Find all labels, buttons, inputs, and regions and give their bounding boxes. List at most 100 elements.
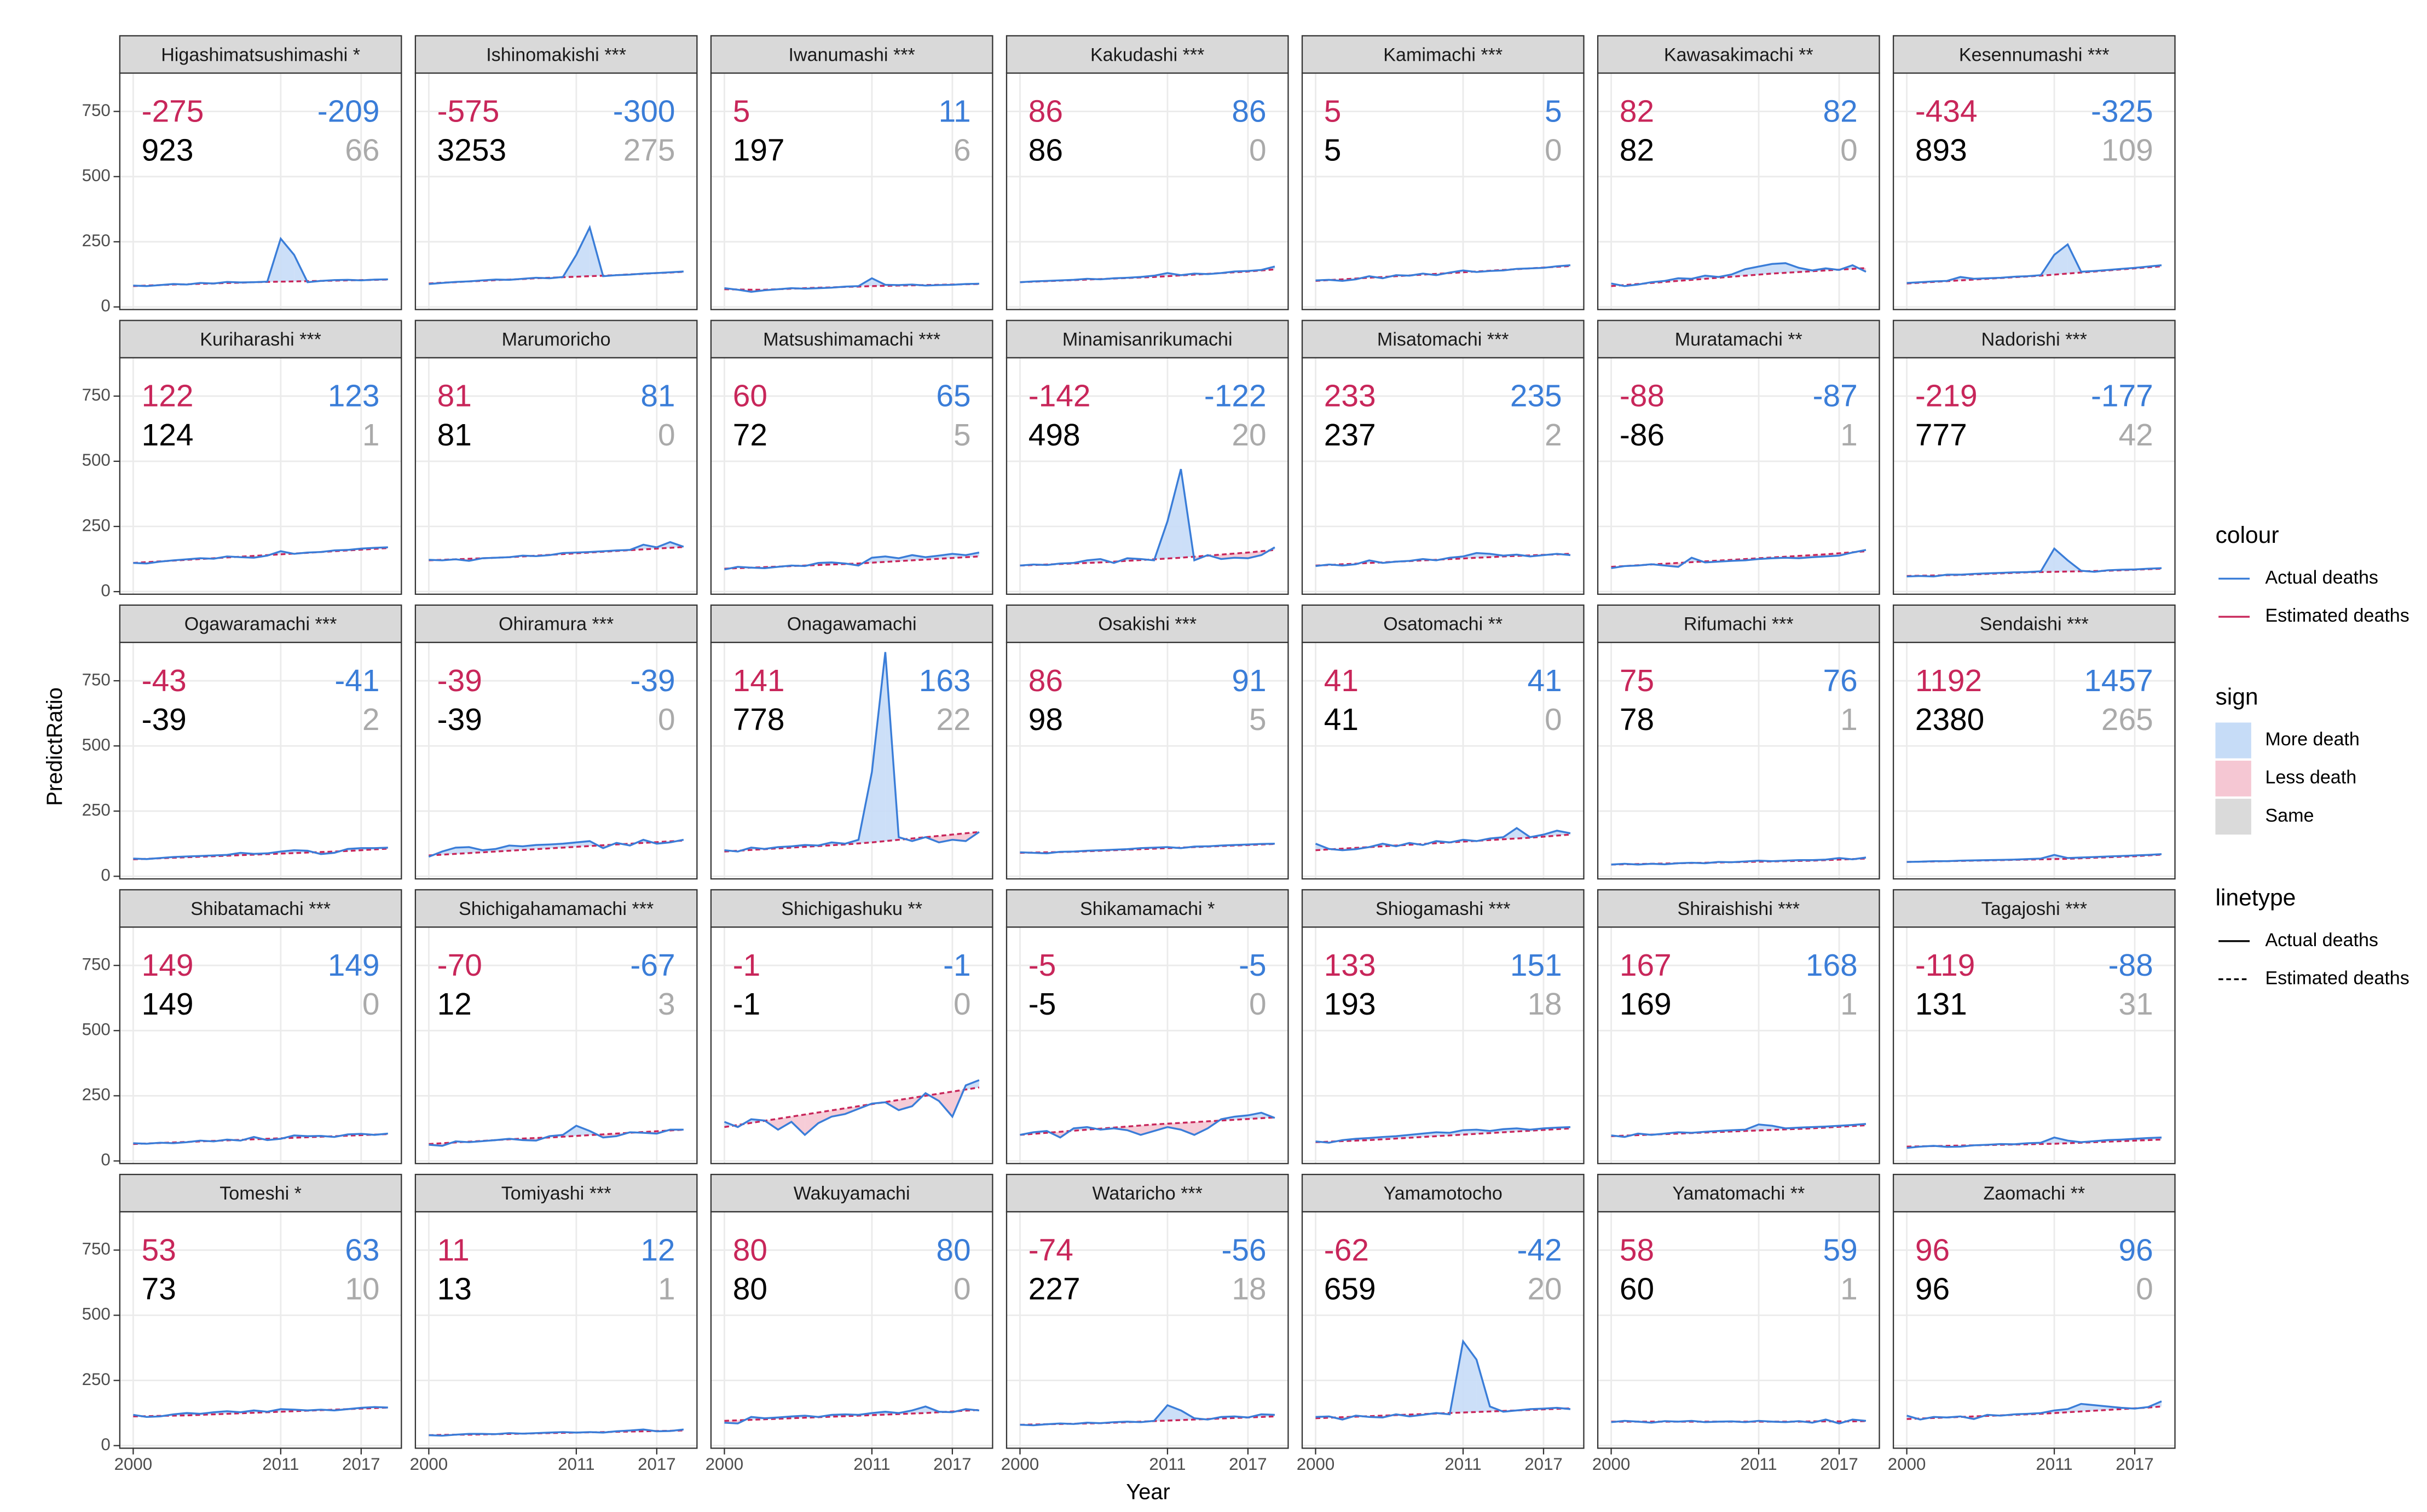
stat-value: 0 [658, 703, 675, 737]
stat-value: 81 [437, 418, 472, 453]
difference-area [939, 1091, 952, 1117]
stat-value: 1457 [2084, 664, 2153, 698]
y-tick-label: 250 [82, 800, 111, 819]
strip [119, 604, 402, 644]
stat-value: 3 [658, 987, 675, 1022]
stat-value: -119 [1915, 948, 1975, 983]
stat-value: 86 [1028, 134, 1063, 168]
stat-value: 233 [1324, 379, 1376, 414]
difference-area [1678, 563, 1685, 567]
panel-border [1892, 357, 2176, 595]
panel [1302, 927, 1584, 1164]
strip [1006, 604, 1289, 644]
stat-value: 13 [437, 1272, 472, 1306]
x-tick-label: 2017 [638, 1455, 676, 1474]
stat-value: -41 [334, 664, 379, 698]
x-tick-label: 2000 [1001, 1455, 1039, 1474]
actual-line [429, 541, 684, 562]
stat-value: 0 [954, 1272, 971, 1306]
actual-line [1315, 1339, 1571, 1421]
panel-border [414, 357, 698, 595]
strip-title: Nadorishi *** [1981, 329, 2087, 350]
actual-line [1315, 827, 1571, 851]
stat-value: 20 [1527, 1272, 1562, 1306]
difference-area [1247, 551, 1262, 559]
difference-area [1194, 1121, 1208, 1135]
strip [1301, 35, 1585, 74]
panel [1302, 642, 1584, 879]
stat-value: -39 [437, 703, 482, 737]
x-axis-title: Year [1126, 1480, 1170, 1504]
legend-label: Same [2265, 805, 2314, 826]
actual-line [429, 1125, 684, 1147]
panel-border [1301, 72, 1585, 310]
legend-key [2215, 761, 2251, 797]
strip [1006, 35, 1289, 74]
stat-value: 11 [939, 95, 971, 129]
stat-value: 5 [733, 95, 750, 129]
legend-title: linetype [2215, 884, 2296, 911]
panel-border [1597, 72, 1880, 310]
strip-title: Rifumachi *** [1684, 614, 1794, 635]
actual-line [1906, 547, 2162, 578]
strip [1301, 320, 1585, 358]
stat-value: -122 [1204, 379, 1267, 414]
panel-border [1597, 926, 1880, 1165]
stat-value: 141 [733, 664, 785, 698]
strip-title: Ohiramura *** [499, 614, 614, 635]
panel [1006, 73, 1288, 310]
y-axis-title: PredictRatio [43, 687, 67, 806]
stat-value: -5 [1239, 948, 1267, 983]
x-tick-label: 2017 [933, 1455, 972, 1474]
actual-line [724, 551, 980, 571]
y-tick-label: 0 [101, 1435, 110, 1454]
legend-label: Estimated deaths [2265, 968, 2409, 988]
difference-area [952, 833, 966, 841]
difference-area [1127, 1125, 1141, 1135]
strip [1301, 889, 1585, 928]
strip-title: Kakudashi *** [1090, 44, 1204, 65]
stat-value: 60 [733, 379, 767, 414]
panel [415, 642, 697, 879]
stat-value: 275 [623, 134, 675, 168]
stat-value: 109 [2101, 134, 2153, 168]
panel-border [1301, 1211, 1585, 1449]
stat-value: 167 [1620, 948, 1672, 983]
strip-title: Ishinomakishi *** [486, 44, 626, 65]
strip-title: Kawasakimachi ** [1664, 44, 1813, 65]
stat-value: 81 [437, 379, 472, 414]
stat-value: 163 [919, 664, 971, 698]
panel-border [414, 926, 698, 1165]
strip-title: Wataricho *** [1092, 1183, 1202, 1204]
stat-value: 1 [1840, 1272, 1858, 1306]
stat-value: 131 [1915, 987, 1967, 1022]
stat-value: 42 [2119, 418, 2153, 453]
stat-value: 1192 [1915, 664, 1982, 698]
strip [1301, 604, 1585, 644]
stat-value: 96 [2119, 1233, 2153, 1267]
stat-value: -39 [437, 664, 482, 698]
y-tick-label: 0 [101, 1150, 110, 1169]
actual-line [1315, 264, 1571, 282]
stat-value: 168 [1806, 948, 1858, 983]
stat-value: 73 [142, 1272, 176, 1306]
stat-value: 41 [1527, 664, 1562, 698]
panel-border [1892, 926, 2176, 1165]
stat-value: -1 [733, 987, 761, 1022]
actual-line [1611, 1418, 1867, 1424]
actual-line [133, 847, 388, 860]
panel [1302, 73, 1584, 310]
panel-border [1006, 357, 1289, 595]
legend-title: sign [2215, 684, 2258, 710]
panel-border [414, 641, 698, 880]
estimated-line [724, 1086, 980, 1128]
stat-value: 0 [362, 987, 380, 1022]
stat-value: 151 [1510, 948, 1562, 983]
panel [1006, 642, 1288, 879]
stat-value: -88 [2108, 948, 2153, 983]
stat-value: 2380 [1915, 703, 1984, 737]
difference-area [2054, 548, 2068, 572]
stat-value: 227 [1028, 1272, 1080, 1306]
